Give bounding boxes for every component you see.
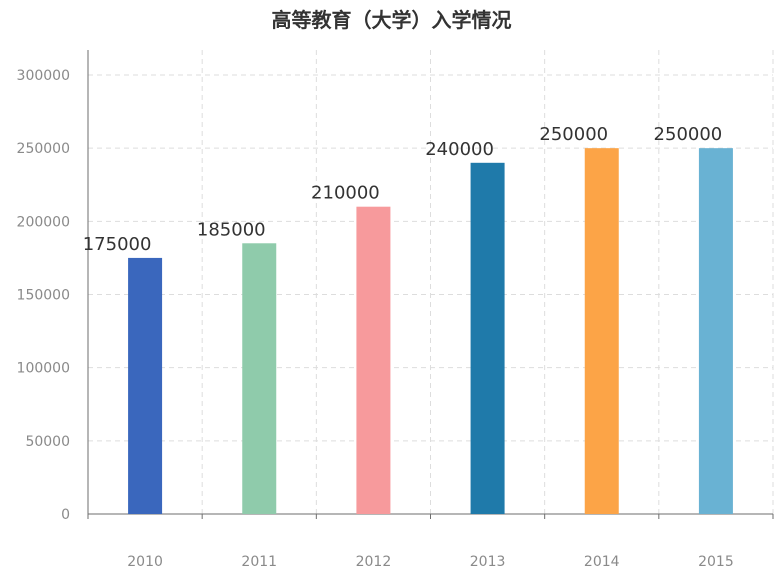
x-tick-label: 2012 [356,554,392,570]
data-label-2011: 185000 [197,219,266,240]
y-tick-label: 100000 [17,361,70,377]
y-tick-label: 300000 [17,68,70,84]
data-labels: 175000 185000 210000 240000 250000 250000 [83,124,723,255]
chart-title: 高等教育（大学）入学情况 [271,8,512,32]
y-tick-label: 150000 [17,288,70,304]
bar-2013 [470,162,505,515]
y-tick-label: 200000 [17,214,70,230]
data-label-2012: 210000 [311,183,380,204]
y-tick-label: 250000 [17,141,70,157]
x-tick-label: 2015 [698,554,734,570]
bar-2012 [356,206,391,514]
bar-2015 [698,148,733,514]
axes [87,50,774,519]
x-tick-label: 2014 [584,554,620,570]
grid-lines [88,50,774,514]
x-tick-label: 2010 [127,554,163,570]
x-tick-label: 2013 [470,554,506,570]
y-tick-label: 50000 [25,434,70,450]
y-axis-tick-labels: 0 50000 100000 150000 200000 250000 300000 [17,68,70,523]
x-axis-tick-labels: 2010 2011 2012 2013 2014 2015 [127,554,733,570]
x-tick-label: 2011 [241,554,277,570]
data-label-2010: 175000 [83,234,152,255]
data-label-2015: 250000 [654,124,723,145]
bar-2011 [242,243,277,515]
data-label-2013: 240000 [425,139,494,160]
bar-2010 [128,257,163,514]
bars [128,148,733,515]
y-tick-label: 0 [61,507,70,523]
bar-2014 [584,148,619,514]
data-label-2014: 250000 [539,124,608,145]
